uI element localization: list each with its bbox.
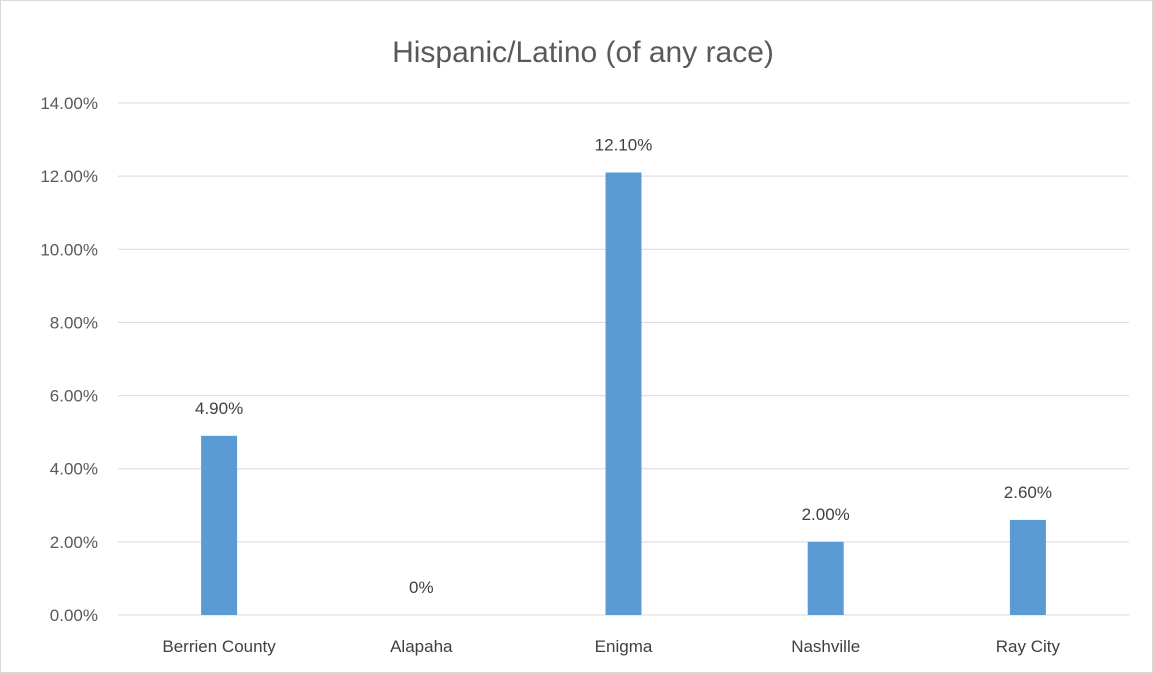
y-tick-label: 2.00% (50, 533, 98, 552)
data-label: 0% (409, 578, 434, 597)
x-axis-categories: Berrien County Alapaha Enigma Nashville Ray … (162, 637, 1060, 656)
y-tick-label: 0.00% (50, 606, 98, 625)
data-label: 2.00% (802, 505, 850, 524)
data-label: 12.10% (595, 135, 653, 154)
x-category-label: Nashville (791, 637, 860, 656)
data-label: 2.60% (1004, 483, 1052, 502)
x-category-label: Enigma (595, 637, 653, 656)
y-tick-label: 10.00% (40, 240, 98, 259)
x-category-label: Alapaha (390, 637, 453, 656)
bars (201, 172, 1046, 615)
y-tick-label: 6.00% (50, 387, 98, 406)
data-label: 4.90% (195, 399, 243, 418)
y-tick-label: 4.00% (50, 460, 98, 479)
data-labels: 4.90% 0% 12.10% 2.00% 2.60% (195, 135, 1052, 597)
bar (1009, 519, 1046, 615)
chart-title: Hispanic/Latino (of any race) (392, 36, 774, 69)
bar (605, 172, 642, 615)
y-axis-ticks: 0.00% 2.00% 4.00% 6.00% 8.00% 10.00% 12.00% 14.… (40, 94, 98, 625)
y-tick-label: 14.00% (40, 94, 98, 113)
x-category-label: Berrien County (162, 637, 276, 656)
y-tick-label: 12.00% (40, 167, 98, 186)
x-category-label: Ray City (996, 637, 1061, 656)
bar (201, 435, 238, 615)
y-tick-label: 8.00% (50, 313, 98, 332)
bar (807, 541, 844, 615)
